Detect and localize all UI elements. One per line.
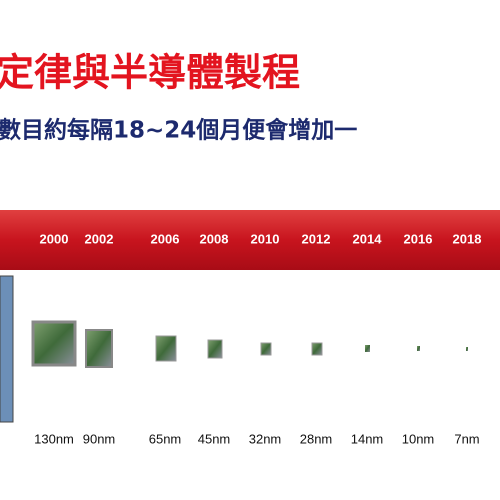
year-label: 2000 — [40, 231, 69, 246]
slide-title: 定律與半導體製程 — [0, 51, 300, 95]
chip-image — [311, 342, 323, 356]
node-label: 7nm — [454, 431, 479, 446]
node-label: 45nm — [198, 431, 231, 446]
year-label: 2016 — [404, 231, 433, 246]
chip-image — [260, 342, 272, 356]
year-label: 2006 — [151, 231, 180, 246]
chip-image — [155, 335, 177, 362]
slide-subtitle: 數目約每隔18~24個月便會增加一 — [0, 117, 357, 144]
year-label: 2018 — [453, 231, 482, 246]
year-label: 2012 — [302, 231, 331, 246]
year-label: 2010 — [251, 231, 280, 246]
chip-image — [417, 346, 420, 351]
year-label: 2014 — [353, 231, 383, 246]
chip-row — [0, 275, 468, 423]
node-label: 10nm — [402, 431, 435, 446]
year-label: 2008 — [200, 231, 229, 246]
node-label: 32nm — [249, 431, 282, 446]
chip-image — [365, 345, 370, 352]
chip-image — [0, 275, 14, 423]
chip-image — [207, 339, 223, 359]
chip-image — [85, 329, 113, 368]
chip-image — [31, 320, 77, 367]
year-label: 2002 — [85, 231, 114, 246]
chip-image — [466, 347, 468, 351]
node-label: 90nm — [83, 431, 116, 446]
node-label: 130nm — [34, 431, 74, 446]
timeline-labels: 2000 2002 2006 2008 2010 2012 2014 2016 2018 130n… — [34, 231, 481, 446]
node-label: 65nm — [149, 431, 182, 446]
node-label: 14nm — [351, 431, 384, 446]
node-label: 28nm — [300, 431, 333, 446]
timeline-band — [0, 210, 500, 270]
